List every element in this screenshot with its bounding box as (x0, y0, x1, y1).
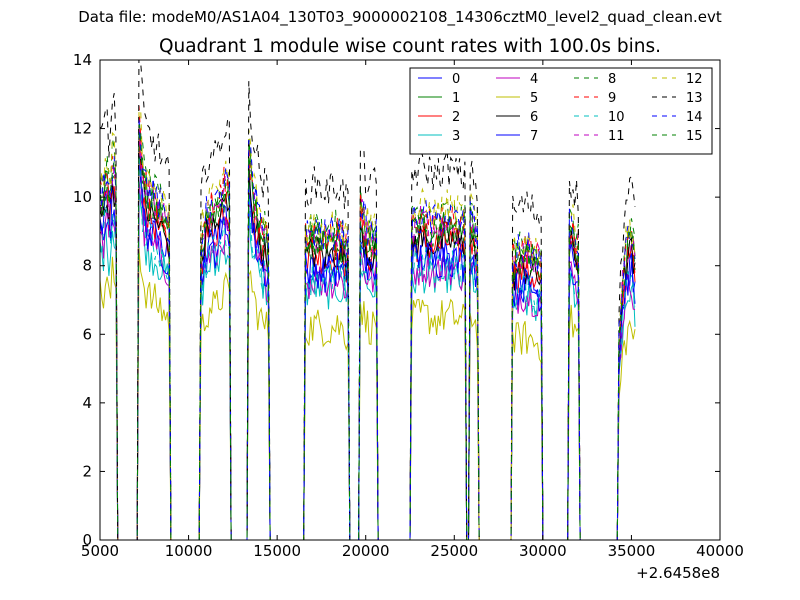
series-layer (100, 60, 636, 540)
y-tick-label: 12 (73, 120, 92, 138)
legend-label-12: 12 (686, 72, 703, 87)
legend-box (409, 67, 713, 155)
legend-label-9: 9 (608, 91, 616, 106)
x-offset-label: +2.6458e8 (636, 564, 720, 582)
y-tick-label: 14 (73, 51, 92, 69)
legend-label-11: 11 (608, 129, 625, 144)
x-tick-label: 15000 (253, 542, 301, 560)
figure-suptitle: Data file: modeM0/AS1A04_130T03_90000021… (78, 8, 722, 26)
series-line-0 (100, 144, 636, 540)
series-line-6 (100, 155, 636, 540)
x-tick-label: 25000 (430, 542, 478, 560)
legend-label-8: 8 (608, 72, 616, 87)
legend-label-6: 6 (530, 110, 538, 125)
plot-frame (99, 59, 721, 541)
legend-label-10: 10 (608, 110, 625, 125)
y-tick-label: 10 (73, 188, 92, 206)
series-line-5 (100, 248, 636, 540)
series-line-1 (100, 127, 636, 540)
chart-title: Quadrant 1 module wise count rates with … (158, 36, 662, 57)
legend-label-15: 15 (686, 129, 703, 144)
x-tick-label: 5000 (81, 542, 119, 560)
legend-label-1: 1 (452, 91, 460, 106)
series-line-4 (100, 179, 636, 540)
legend-label-14: 14 (686, 110, 703, 125)
legend-label-7: 7 (530, 129, 538, 144)
y-tick-label: 6 (82, 325, 92, 343)
legend-label-5: 5 (530, 91, 538, 106)
x-tick-label: 35000 (608, 542, 656, 560)
series-line-7 (100, 167, 636, 540)
legend-label-13: 13 (686, 91, 703, 106)
legend-label-0: 0 (452, 72, 460, 87)
x-tick-label: 30000 (519, 542, 567, 560)
legend-label-4: 4 (530, 72, 538, 87)
x-tick-label: 40000 (696, 542, 744, 560)
y-tick-label: 2 (82, 462, 92, 480)
y-tick-label: 8 (82, 257, 92, 275)
x-tick-label: 10000 (165, 542, 213, 560)
axis-layer: 5000 10000 15000 20000 25000 30000 35000 40000 0… (73, 51, 744, 560)
series-line-3 (100, 187, 636, 540)
y-tick-label: 0 (82, 531, 92, 549)
legend-label-3: 3 (452, 129, 460, 144)
legend-label-2: 2 (452, 110, 460, 125)
y-tick-label: 4 (82, 394, 92, 412)
x-tick-label: 20000 (342, 542, 390, 560)
